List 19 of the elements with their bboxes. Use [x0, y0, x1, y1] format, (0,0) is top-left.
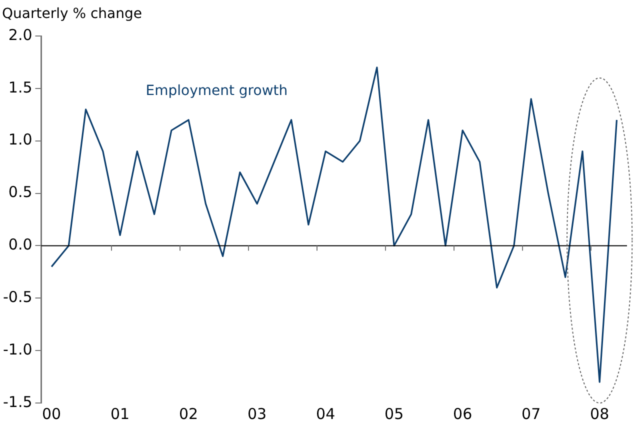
- y-tick-label: 2.0: [8, 26, 32, 44]
- x-tick-label: 04: [316, 404, 336, 423]
- x-tick-label: 03: [248, 404, 267, 423]
- x-tick-label: 08: [590, 404, 610, 423]
- x-tick-label: 00: [42, 404, 62, 423]
- y-tick-label: 0.5: [8, 183, 32, 202]
- x-tick-label: 01: [110, 404, 130, 423]
- y-axis-title: Quarterly % change: [2, 6, 142, 22]
- x-tick-label: 06: [453, 404, 472, 423]
- y-tick-label: 1.0: [8, 130, 32, 149]
- x-tick-label: 05: [384, 404, 404, 423]
- series-label: Employment growth: [146, 83, 288, 100]
- y-tick-label: -1.0: [2, 340, 32, 358]
- x-tick-label: 07: [522, 404, 541, 423]
- y-tick-label: -0.5: [2, 288, 32, 306]
- x-tick-label: 02: [179, 404, 198, 423]
- y-tick-label: 0.0: [8, 236, 32, 254]
- y-tick-label: -1.5: [2, 392, 32, 411]
- y-tick-label: 1.5: [8, 78, 32, 96]
